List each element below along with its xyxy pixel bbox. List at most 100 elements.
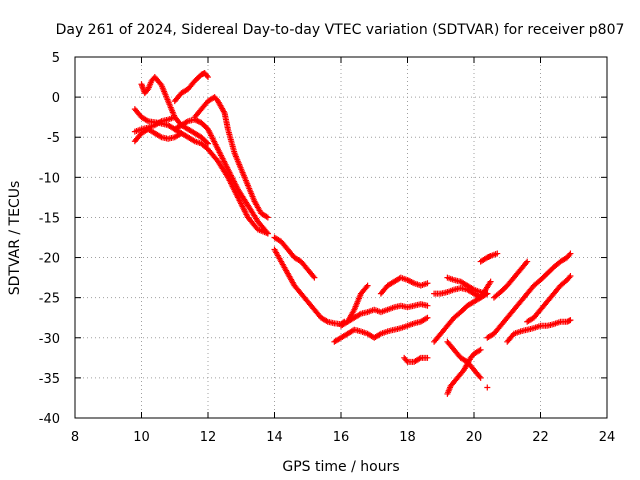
series-arc-23: [524, 273, 574, 325]
y-axis-label: SDTVAR / TECUs: [7, 181, 23, 296]
y-tick-label: 5: [52, 51, 60, 66]
x-tick-label: 14: [266, 430, 283, 445]
x-tick-label: 12: [200, 430, 217, 445]
series-arc-1: [131, 106, 271, 237]
y-tick-label: -15: [39, 211, 60, 226]
data-point: [484, 290, 491, 297]
data-point: [171, 114, 178, 121]
x-tick-label: 22: [532, 430, 549, 445]
data-point: [404, 277, 411, 284]
series-arc-18: [444, 346, 484, 397]
x-axis-label: GPS time / hours: [282, 459, 399, 475]
series-arc-17: [444, 338, 484, 381]
data-point: [409, 279, 416, 286]
data-point: [487, 278, 494, 285]
grid: [75, 57, 607, 418]
x-tick-label: 24: [599, 430, 616, 445]
data-point: [408, 278, 415, 285]
y-tick-label: -30: [39, 332, 60, 347]
data-point: [523, 259, 530, 266]
data-point: [416, 355, 423, 362]
data-point: [423, 315, 430, 322]
data-point: [567, 250, 574, 257]
data-point: [424, 302, 431, 309]
data-point: [407, 278, 414, 285]
data-point: [494, 250, 501, 257]
data-point: [263, 229, 270, 236]
data-point: [476, 373, 483, 380]
x-tick-label: 16: [333, 430, 350, 445]
series-arc-12: [338, 282, 371, 329]
data-point: [363, 283, 370, 290]
series-arc-16: [431, 290, 491, 345]
data-point: [471, 290, 477, 297]
x-tick-label: 10: [133, 430, 150, 445]
data-point: [566, 251, 573, 258]
y-tick-label: -40: [39, 412, 60, 427]
series-arc-6: [191, 94, 271, 221]
x-tick-label: 8: [71, 430, 79, 445]
series-arc-22: [490, 258, 531, 301]
data-point: [157, 118, 164, 125]
series-arc-15: [444, 274, 491, 297]
data-point: [191, 116, 198, 123]
series-arc-20: [484, 250, 574, 341]
data-point: [310, 273, 317, 280]
y-tick-label: 0: [52, 91, 60, 106]
data-point: [203, 139, 210, 146]
data-point: [194, 117, 201, 124]
chart-title: Day 261 of 2024, Sidereal Day-to-day VTE…: [56, 22, 625, 38]
data-point: [205, 140, 211, 147]
series-arc-5: [171, 70, 211, 105]
data-point: [178, 130, 185, 137]
data-point: [403, 357, 410, 364]
data-point: [477, 374, 484, 381]
plot-frame: [74, 56, 608, 419]
data-point: [477, 346, 484, 353]
x-tick-label: 18: [399, 430, 416, 445]
y-tick-label: -25: [39, 292, 60, 307]
series-arc-10: [331, 314, 431, 345]
series-arc-2: [138, 74, 211, 147]
series-outliers: [471, 290, 491, 391]
data-point: [177, 131, 184, 138]
series-arc-13: [377, 274, 431, 297]
data-point: [193, 117, 200, 124]
series-arc-24: [477, 250, 501, 265]
data-point: [195, 118, 202, 125]
data-series: [131, 70, 574, 397]
data-point: [566, 274, 573, 281]
series-arc-7: [171, 116, 271, 237]
data-point: [356, 311, 363, 318]
data-point: [484, 384, 491, 391]
series-arc-9: [271, 234, 318, 281]
series-arc-11: [344, 301, 431, 325]
data-point: [263, 213, 270, 220]
data-point: [524, 258, 531, 265]
data-point: [264, 214, 271, 221]
x-tick-label: 20: [466, 430, 483, 445]
y-tick-label: -35: [39, 372, 60, 387]
series-arc-21: [504, 317, 574, 345]
y-tick-label: -5: [47, 131, 60, 146]
data-point: [424, 314, 431, 321]
data-point: [482, 291, 489, 298]
data-point: [311, 274, 318, 281]
data-point: [424, 280, 431, 287]
data-point: [143, 117, 150, 124]
data-point: [264, 230, 271, 237]
data-point: [203, 72, 210, 79]
data-point: [323, 317, 330, 324]
data-point: [205, 74, 211, 81]
y-tick-label: -20: [39, 252, 60, 267]
data-point: [157, 133, 164, 140]
data-point: [567, 317, 574, 324]
data-point: [424, 354, 431, 361]
series-arc-8: [271, 246, 348, 328]
data-point: [567, 273, 574, 280]
series-arc-19: [401, 354, 431, 365]
axis-ticks: 8 10 12 14 16 18 20 22 24 5 0 -5 -10 -15 -20 -25 -30 -35 -…: [39, 51, 616, 445]
data-point: [183, 118, 190, 125]
data-point: [476, 347, 483, 354]
